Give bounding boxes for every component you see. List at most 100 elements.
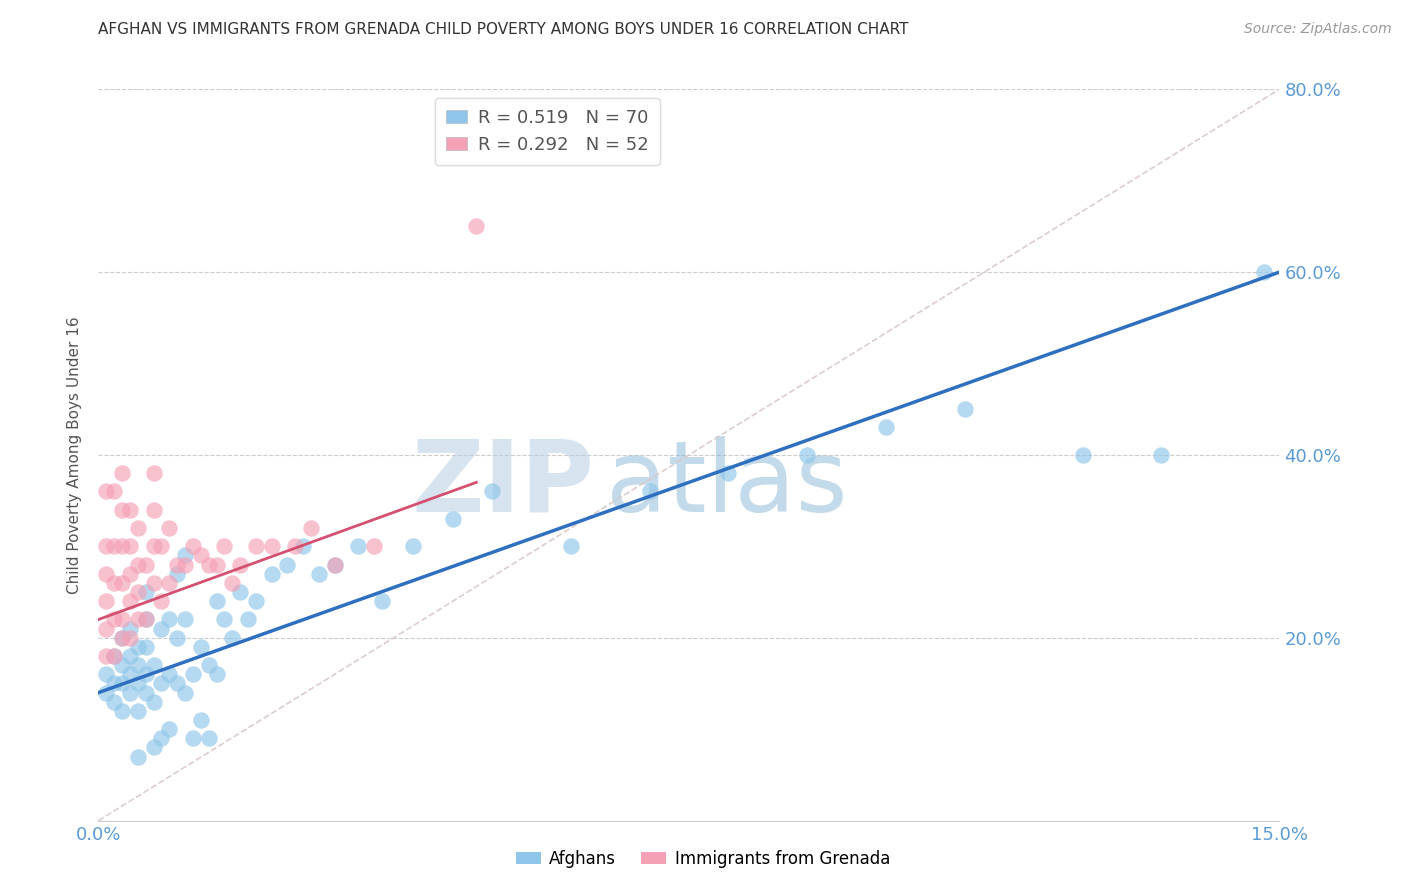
Point [135,585,157,599]
Point [190,640,212,654]
Point [118,685,141,699]
Point [118,594,141,608]
Point [166,631,188,645]
Point [103,695,125,709]
Point [142,539,165,553]
Point [103,576,125,591]
Point [441,512,464,526]
Point [284,539,307,553]
Point [127,704,149,718]
Point [197,558,219,572]
Legend: Afghans, Immigrants from Grenada: Afghans, Immigrants from Grenada [509,844,897,875]
Point [190,549,212,563]
Point [221,576,243,591]
Point [103,613,125,627]
Point [953,402,976,417]
Point [174,613,197,627]
Point [292,539,315,553]
Point [214,539,236,553]
Point [150,539,173,553]
Point [111,502,134,516]
Point [111,676,134,690]
Point [142,576,165,591]
Point [127,558,149,572]
Point [181,731,204,746]
Point [157,667,180,681]
Point [142,695,165,709]
Point [118,622,141,636]
Point [1150,448,1173,462]
Point [260,539,283,553]
Point [276,558,298,572]
Point [103,649,125,664]
Point [347,539,370,553]
Point [118,649,141,664]
Point [875,420,897,434]
Point [205,594,228,608]
Point [465,219,488,234]
Point [142,740,165,755]
Point [111,539,134,553]
Point [118,502,141,516]
Point [142,658,165,673]
Point [118,539,141,553]
Point [135,640,157,654]
Point [96,667,118,681]
Text: AFGHAN VS IMMIGRANTS FROM GRENADA CHILD POVERTY AMONG BOYS UNDER 16 CORRELATION : AFGHAN VS IMMIGRANTS FROM GRENADA CHILD … [98,22,908,37]
Point [118,631,141,645]
Point [118,566,141,581]
Point [103,484,125,499]
Point [142,502,165,516]
Point [299,521,322,535]
Point [96,566,118,581]
Point [229,558,252,572]
Point [127,585,149,599]
Text: ZIP: ZIP [412,435,595,533]
Point [135,613,157,627]
Y-axis label: Child Poverty Among Boys Under 16: Child Poverty Among Boys Under 16 [67,316,83,594]
Point [111,631,134,645]
Point [174,549,197,563]
Point [1071,448,1094,462]
Point [402,539,425,553]
Point [181,539,204,553]
Point [150,676,173,690]
Point [127,613,149,627]
Point [717,466,740,480]
Point [796,448,818,462]
Point [308,566,330,581]
Point [111,658,134,673]
Point [157,576,180,591]
Point [260,566,283,581]
Point [166,676,188,690]
Point [135,685,157,699]
Point [150,731,173,746]
Point [323,558,346,572]
Point [111,704,134,718]
Point [111,631,134,645]
Point [103,649,125,664]
Text: atlas: atlas [606,435,848,533]
Point [181,667,204,681]
Point [96,539,118,553]
Point [96,622,118,636]
Point [481,484,503,499]
Point [142,466,165,480]
Point [157,521,180,535]
Point [245,594,267,608]
Point [127,676,149,690]
Point [127,640,149,654]
Point [197,658,219,673]
Point [150,622,173,636]
Point [135,667,157,681]
Point [96,484,118,499]
Point [174,685,197,699]
Point [371,594,394,608]
Point [103,539,125,553]
Point [96,685,118,699]
Point [157,723,180,737]
Text: Source: ZipAtlas.com: Source: ZipAtlas.com [1244,22,1392,37]
Point [214,613,236,627]
Point [103,676,125,690]
Legend: R = 0.519   N = 70, R = 0.292   N = 52: R = 0.519 N = 70, R = 0.292 N = 52 [434,98,659,165]
